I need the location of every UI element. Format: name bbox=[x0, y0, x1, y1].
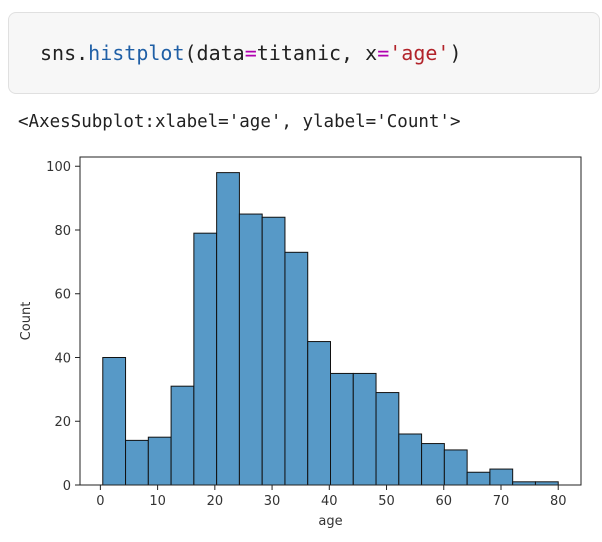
x-axis-label: age bbox=[318, 514, 342, 529]
bar bbox=[238, 213, 263, 486]
code-token: titanic, x bbox=[256, 41, 378, 65]
code-token: histplot bbox=[88, 41, 185, 65]
axes-frame bbox=[79, 156, 582, 486]
bar bbox=[193, 232, 218, 486]
code-token: = bbox=[377, 41, 390, 65]
output-text: <AxesSubplot:xlabel='age', ylabel='Count… bbox=[18, 112, 461, 132]
bar bbox=[398, 433, 423, 486]
x-tick-label: 40 bbox=[321, 494, 338, 509]
bar bbox=[102, 356, 127, 486]
y-tick-label: 40 bbox=[54, 351, 71, 366]
code-cell[interactable]: sns.histplot(data=titanic, x='age') bbox=[8, 12, 600, 94]
bar bbox=[125, 439, 149, 486]
bar bbox=[261, 216, 286, 486]
bar bbox=[352, 372, 377, 486]
bar bbox=[375, 392, 400, 486]
bar bbox=[284, 251, 309, 486]
x-tick-label: 20 bbox=[207, 494, 224, 509]
x-tick-label: 30 bbox=[264, 494, 281, 509]
bar bbox=[307, 341, 331, 486]
x-tick-label: 50 bbox=[378, 494, 395, 509]
bar bbox=[443, 449, 468, 486]
code-token: sns. bbox=[40, 41, 89, 65]
x-tick-label: 10 bbox=[149, 494, 166, 509]
code-token: ) bbox=[449, 41, 462, 65]
x-tick-label: 80 bbox=[550, 494, 567, 509]
x-tick-label: 70 bbox=[493, 494, 510, 509]
bar bbox=[421, 443, 445, 486]
x-tick-label: 0 bbox=[96, 494, 104, 509]
y-tick-label: 100 bbox=[46, 160, 71, 175]
bar bbox=[330, 372, 354, 486]
y-tick-label: 20 bbox=[54, 415, 71, 430]
y-tick-label: 60 bbox=[54, 288, 71, 303]
code-token: (data bbox=[184, 41, 245, 65]
x-tick-label: 60 bbox=[435, 494, 452, 509]
y-tick-label: 0 bbox=[63, 479, 71, 494]
bar bbox=[147, 436, 172, 486]
bar bbox=[466, 471, 491, 486]
y-tick-label: 80 bbox=[54, 224, 71, 239]
bar bbox=[170, 385, 195, 486]
y-axis-label: Count bbox=[19, 302, 34, 341]
code: sns.histplot(data=titanic, x='age') bbox=[40, 41, 462, 65]
code-token: 'age' bbox=[389, 41, 450, 65]
code-token: = bbox=[244, 41, 257, 65]
bar bbox=[216, 172, 240, 486]
bar bbox=[489, 468, 514, 486]
